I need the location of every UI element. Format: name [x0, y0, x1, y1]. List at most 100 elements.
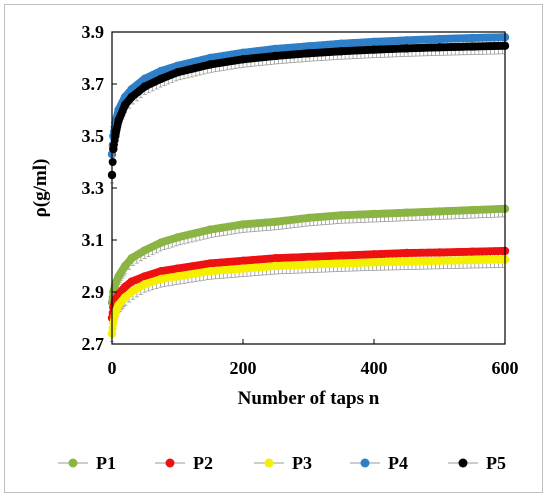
data-point — [173, 68, 182, 77]
data-point — [120, 100, 130, 110]
legend-label-p4: P4 — [388, 453, 408, 473]
y-axis-title: ρ(g/ml) — [30, 159, 51, 218]
data-point — [120, 282, 130, 291]
data-point — [304, 213, 313, 223]
data-point — [127, 92, 136, 102]
data-point — [114, 300, 123, 310]
data-point — [238, 48, 248, 57]
data-point — [337, 251, 346, 260]
data-point — [173, 233, 182, 242]
legend-marker-p4 — [360, 458, 370, 468]
legend-marker-p1 — [68, 458, 78, 468]
x-tick-label: 600 — [492, 358, 519, 378]
data-point — [271, 44, 280, 54]
data-point — [156, 74, 166, 84]
legend: P1 P2 P3 P4 P5 — [58, 453, 506, 473]
data-point — [435, 256, 444, 265]
data-point — [156, 267, 166, 276]
data-point — [369, 258, 379, 267]
data-point — [140, 272, 149, 281]
data-point — [127, 287, 136, 297]
data-point — [140, 246, 149, 255]
series-p5 — [107, 41, 510, 184]
data-point — [173, 272, 182, 281]
marker — [108, 158, 117, 166]
data-point — [140, 74, 149, 84]
data-point — [271, 217, 280, 226]
data-point — [402, 44, 411, 53]
data-point — [206, 225, 215, 234]
y-tick-label: 3.7 — [82, 74, 105, 94]
data-point — [120, 293, 130, 302]
data-point — [114, 272, 123, 281]
x-tick-label: 400 — [361, 358, 388, 378]
x-tick-label: 200 — [230, 358, 257, 378]
data-point — [206, 259, 215, 268]
data-point — [206, 60, 215, 69]
data-point — [369, 209, 379, 219]
y-tick-label: 3.3 — [82, 178, 105, 198]
data-point — [109, 144, 118, 154]
data-point — [402, 36, 411, 45]
data-point — [402, 257, 411, 266]
y-tick-label: 2.7 — [82, 334, 105, 354]
data-point — [337, 39, 346, 48]
data-point — [140, 280, 149, 289]
markers — [108, 41, 509, 179]
data-point — [238, 256, 248, 265]
series-layer — [107, 33, 510, 343]
data-point — [127, 254, 136, 263]
x-tick-label: 0 — [108, 358, 117, 378]
data-point — [468, 255, 477, 265]
data-point — [127, 277, 136, 286]
data-point — [468, 33, 477, 43]
data-point — [369, 37, 379, 47]
series-p3 — [107, 255, 510, 343]
data-point — [402, 208, 411, 217]
legend-label-p3: P3 — [292, 453, 312, 473]
y-tick-label: 3.1 — [82, 230, 105, 250]
y-tick-label: 3.5 — [82, 126, 105, 146]
series-p1 — [107, 204, 510, 311]
legend-label-p5: P5 — [486, 453, 506, 473]
legend-label-p2: P2 — [193, 453, 213, 473]
data-point — [304, 260, 313, 269]
data-point — [238, 220, 248, 229]
legend-label-p1: P1 — [96, 453, 116, 473]
data-point — [369, 45, 379, 54]
data-point — [304, 252, 313, 262]
data-point — [304, 42, 313, 51]
data-point — [435, 248, 444, 257]
data-point — [206, 267, 215, 276]
data-point — [402, 248, 411, 258]
data-point — [337, 47, 346, 56]
data-point — [156, 238, 166, 247]
data-point — [468, 247, 477, 256]
data-point — [109, 319, 118, 328]
data-point — [120, 261, 130, 271]
data-point — [156, 274, 166, 284]
data-point — [337, 259, 346, 268]
data-point — [435, 43, 444, 52]
legend-marker-p3 — [264, 458, 274, 468]
legend-marker-p2 — [165, 458, 175, 468]
x-axis-title: Number of taps n — [238, 388, 380, 409]
data-point — [173, 264, 182, 273]
y-tick-label: 2.9 — [82, 282, 105, 302]
axes-layer: 2.7 2.9 3.1 3.3 3.5 3.7 3.9 0 200 400 600 Number of… — [30, 22, 519, 409]
data-point — [111, 280, 120, 289]
data-point — [140, 82, 149, 91]
data-point — [271, 51, 280, 61]
data-point — [304, 49, 313, 58]
data-point — [114, 116, 123, 125]
data-point — [271, 261, 280, 271]
data-point — [111, 308, 120, 317]
data-point — [435, 34, 444, 44]
data-point — [468, 42, 477, 51]
data-point — [337, 211, 346, 220]
data-point — [238, 55, 248, 64]
series-p2 — [107, 246, 510, 327]
data-point — [156, 66, 166, 76]
data-point — [206, 53, 215, 63]
